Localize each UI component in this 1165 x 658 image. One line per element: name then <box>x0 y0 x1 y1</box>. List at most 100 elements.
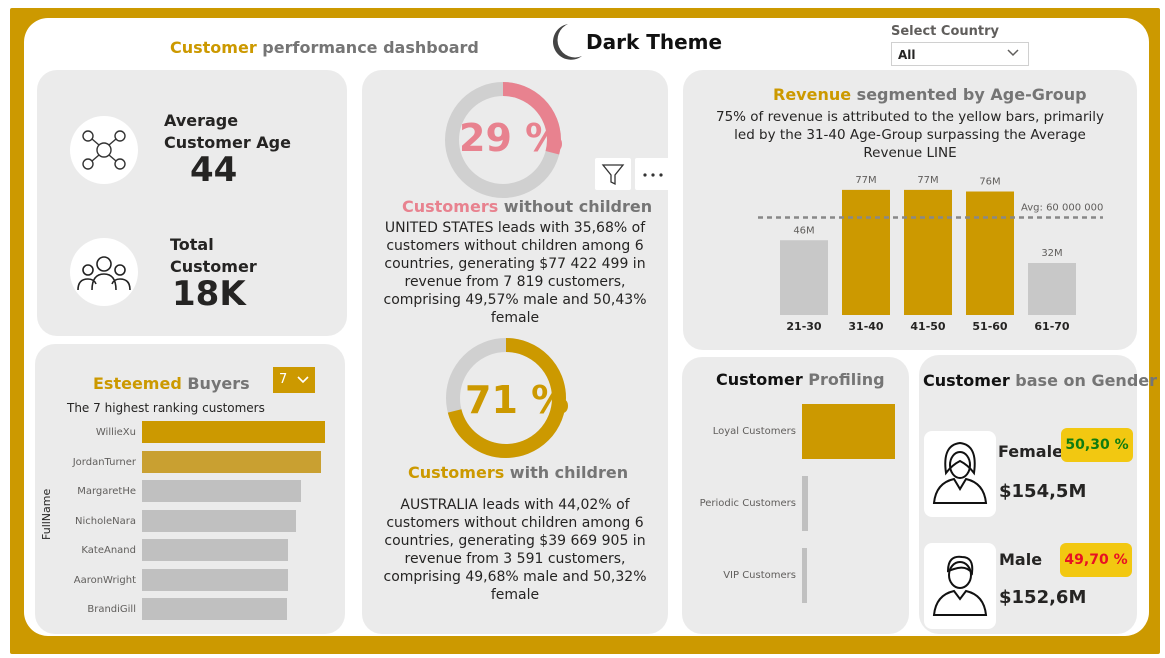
esteemed-buyers-title-accent: Esteemed <box>93 374 182 393</box>
with-children-donut <box>446 338 566 458</box>
revenue-bar-61-70[interactable] <box>1028 263 1076 315</box>
buyer-name-label: MargaretHe <box>77 486 136 497</box>
buyer-bar[interactable] <box>142 539 289 561</box>
with-children-arc <box>446 338 566 458</box>
without-children-percent: 29 % <box>459 116 564 160</box>
without-children-text: UNITED STATES leads with 35,68% of custo… <box>383 220 647 326</box>
profiling-bar[interactable] <box>802 548 807 603</box>
revenue-subtitle: 75% of revenue is attributed to the yell… <box>715 109 1104 161</box>
revenue-title-accent: Revenue <box>773 85 852 104</box>
esteemed-buyers-title: Esteemed Buyers <box>93 374 250 393</box>
top-n-selector[interactable]: 7 <box>273 367 315 393</box>
female-percent-badge: 50,30 % <box>1061 428 1133 462</box>
total-customer-value: 18K <box>172 274 246 314</box>
gender-title: Customer base on Gender <box>923 371 1157 390</box>
buyer-bar[interactable] <box>142 480 302 502</box>
revenue-category-label: 41-50 <box>910 320 946 333</box>
revenue-data-label: 77M <box>917 175 938 186</box>
male-label: Male <box>999 550 1043 569</box>
with-children-percent: 71 % <box>465 378 570 422</box>
theme-label: Dark Theme <box>586 30 723 54</box>
buyer-name-label: KateAnand <box>81 545 136 556</box>
profiling-title-rest: Profiling <box>802 370 885 389</box>
revenue-data-label: 32M <box>1041 248 1062 259</box>
without-children-title-accent: Customers <box>402 197 499 216</box>
revenue-category-label: 21-30 <box>786 320 822 333</box>
chevron-down-icon <box>1007 49 1019 57</box>
revenue-data-label: 77M <box>855 175 876 186</box>
revenue-category-label: 51-60 <box>972 320 1008 333</box>
buyer-bar[interactable] <box>142 509 296 532</box>
avg-age-label-2: Customer Age <box>164 133 291 152</box>
profiling-bar[interactable] <box>802 476 808 531</box>
page-title-rest: performance dashboard <box>256 38 479 57</box>
country-select-label: Select Country <box>891 24 999 39</box>
page-title-accent: Customer <box>170 38 257 57</box>
avg-age-label-1: Average <box>164 111 239 130</box>
male-avatar-icon <box>932 555 988 616</box>
revenue-category-label: 61-70 <box>1034 320 1070 333</box>
gender-title-rest: base on Gender <box>1009 371 1158 390</box>
revenue-title: Revenue segmented by Age-Group <box>773 85 1087 104</box>
top-n-value: 7 <box>279 372 288 387</box>
network-people-icon <box>70 116 138 184</box>
with-children-title-rest: with children <box>504 463 629 482</box>
avg-age-kpi: Average Customer Age <box>164 110 291 154</box>
without-children-donut <box>445 82 561 198</box>
buyer-name-label: NicholeNara <box>75 515 136 527</box>
revenue-category-label: 31-40 <box>848 320 884 333</box>
revenue-bar-31-40[interactable] <box>842 189 890 315</box>
revenue-title-rest: segmented by Age-Group <box>851 85 1087 104</box>
filter-icon <box>601 164 625 186</box>
female-label: Female <box>998 442 1063 461</box>
profiling-category-label: Loyal Customers <box>712 426 796 437</box>
without-children-title-rest: without children <box>498 197 653 216</box>
revenue-bar-41-50[interactable] <box>904 189 952 315</box>
average-line-label: Avg: 60 000 000 <box>1021 203 1103 214</box>
more-icon <box>643 173 663 177</box>
revenue-data-label: 76M <box>979 177 1000 188</box>
buyer-bar[interactable] <box>142 568 289 591</box>
profiling-bar[interactable] <box>802 404 895 459</box>
with-children-title: Customers with children <box>408 463 628 482</box>
page-title: Customer performance dashboard <box>170 38 479 57</box>
female-avatar-card <box>924 431 996 517</box>
revenue-data-label: 46M <box>793 225 814 236</box>
filter-button[interactable] <box>595 158 631 190</box>
female-revenue: $154,5M <box>999 481 1087 502</box>
total-customer-kpi: Total Customer <box>170 234 257 278</box>
avg-age-value: 44 <box>190 150 238 190</box>
profiling-category-label: Periodic Customers <box>699 498 796 509</box>
gender-title-accent: Customer <box>923 371 1010 390</box>
total-label-1: Total <box>170 235 214 254</box>
profiling-category-label: VIP Customers <box>723 570 796 581</box>
buyers-axis-label: FullName <box>40 488 53 540</box>
esteemed-buyers-title-rest: Buyers <box>181 374 250 393</box>
esteemed-buyers-subtitle: The 7 highest ranking customers <box>67 401 265 415</box>
profiling-title-accent: Customer <box>716 370 803 389</box>
chevron-down-icon <box>297 376 309 384</box>
group-people-icon <box>70 238 138 306</box>
theme-toggle[interactable]: Dark Theme <box>550 22 722 62</box>
country-select-value: All <box>898 48 916 62</box>
buyer-bar[interactable] <box>142 598 287 620</box>
buyer-name-label: WillieXu <box>95 427 136 438</box>
male-percent-badge: 49,70 % <box>1060 543 1132 577</box>
with-children-title-accent: Customers <box>408 463 505 482</box>
buyer-name-label: JordanTurner <box>72 456 136 468</box>
buyer-bar[interactable] <box>142 421 325 443</box>
with-children-text: AUSTRALIA leads with 44,02% of customers… <box>383 497 647 603</box>
more-options-button[interactable] <box>635 158 671 190</box>
buyer-name-label: BrandiGill <box>87 604 136 615</box>
female-avatar-icon <box>932 441 988 504</box>
revenue-bar-21-30[interactable] <box>780 240 828 315</box>
buyer-name-label: AaronWright <box>73 574 136 586</box>
profiling-card <box>682 357 909 634</box>
country-select[interactable]: All <box>891 42 1029 66</box>
moon-icon <box>553 24 582 60</box>
without-children-title: Customers without children <box>402 197 652 216</box>
revenue-bar-51-60[interactable] <box>966 191 1014 316</box>
buyer-bar[interactable] <box>142 450 322 473</box>
male-revenue: $152,6M <box>999 587 1087 608</box>
without-children-arc <box>445 82 561 198</box>
